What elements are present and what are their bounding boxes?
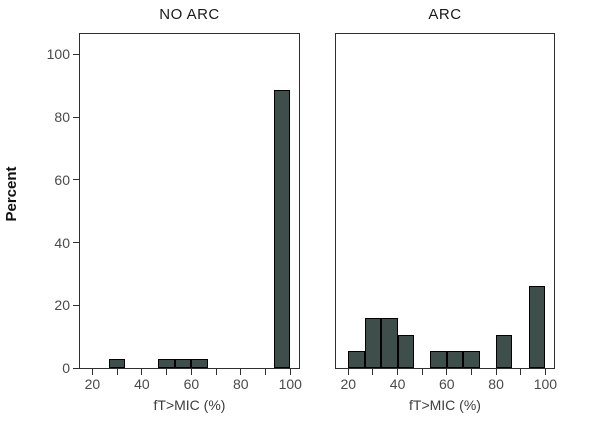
x-tick (421, 369, 423, 375)
x-tick (265, 369, 267, 375)
x-tick-label: 20 (84, 376, 101, 392)
histogram-bar (364, 318, 382, 368)
y-tick-label: 0 (62, 360, 70, 376)
x-tick-label: 100 (278, 376, 302, 392)
x-tick (289, 369, 291, 375)
panel-title-arc: ARC (428, 6, 462, 23)
x-tick-label: 20 (340, 376, 357, 392)
histogram-bar (430, 351, 447, 368)
x-tick (91, 369, 93, 375)
x-axis-title-arc: fT>MIC (%) (409, 397, 481, 413)
y-tick (73, 179, 79, 181)
x-tick (215, 369, 217, 375)
x-tick (495, 369, 497, 375)
histogram-bar (158, 358, 175, 368)
x-tick (240, 369, 242, 375)
histogram-bar (496, 335, 513, 368)
x-tick-label: 60 (183, 376, 200, 392)
plot-area-arc: 20 40 60 80 100 (335, 33, 557, 392)
x-tick-label: 60 (439, 376, 455, 392)
y-tick (73, 116, 79, 118)
x-tick-label: 80 (488, 376, 504, 392)
panel-arc: ARC 20 40 60 80 100 fT>MIC (%) (335, 0, 557, 440)
histogram-bar (463, 351, 480, 368)
x-tick (166, 369, 168, 375)
x-tick (190, 369, 192, 375)
x-tick (544, 369, 546, 375)
histogram-bar (108, 358, 126, 368)
y-tick-label: 60 (54, 171, 70, 188)
plot-area-no-arc: 20 40 60 80 100 0 20 40 60 80 100 (47, 33, 302, 392)
panel-no-arc: NO ARC 20 40 60 80 100 0 20 40 60 80 100 fT>MIC (%… (47, 0, 302, 440)
panel-title-no-arc: NO ARC (159, 6, 220, 23)
y-tick-label: 80 (54, 109, 70, 126)
x-tick (347, 369, 349, 375)
x-tick-label: 80 (233, 376, 249, 392)
x-tick (116, 369, 118, 375)
y-tick (73, 304, 79, 306)
histogram-bar (191, 358, 208, 368)
x-tick-label: 100 (533, 376, 558, 392)
y-tick (73, 53, 79, 55)
y-tick-label: 100 (46, 46, 70, 63)
x-tick (372, 369, 374, 375)
y-axis-title: Percent (3, 166, 20, 222)
histogram-bar (446, 351, 464, 368)
x-tick (471, 369, 472, 375)
x-tick-label: 40 (134, 376, 150, 392)
x-tick-label: 40 (389, 376, 406, 392)
y-tick-label: 40 (54, 234, 70, 251)
histogram-bar (348, 351, 365, 368)
y-tick-label: 20 (54, 297, 70, 314)
histogram-bar (397, 335, 414, 368)
x-tick (141, 369, 143, 375)
x-tick (397, 369, 399, 375)
histogram-bar (381, 318, 398, 368)
histogram-bar (528, 285, 546, 368)
x-tick (446, 369, 448, 375)
histogram-bar (174, 358, 192, 368)
y-tick (73, 367, 79, 369)
y-tick (73, 242, 79, 244)
histogram-bar (273, 90, 291, 368)
x-tick (520, 369, 522, 375)
x-axis-title-no-arc: fT>MIC (%) (153, 397, 226, 413)
